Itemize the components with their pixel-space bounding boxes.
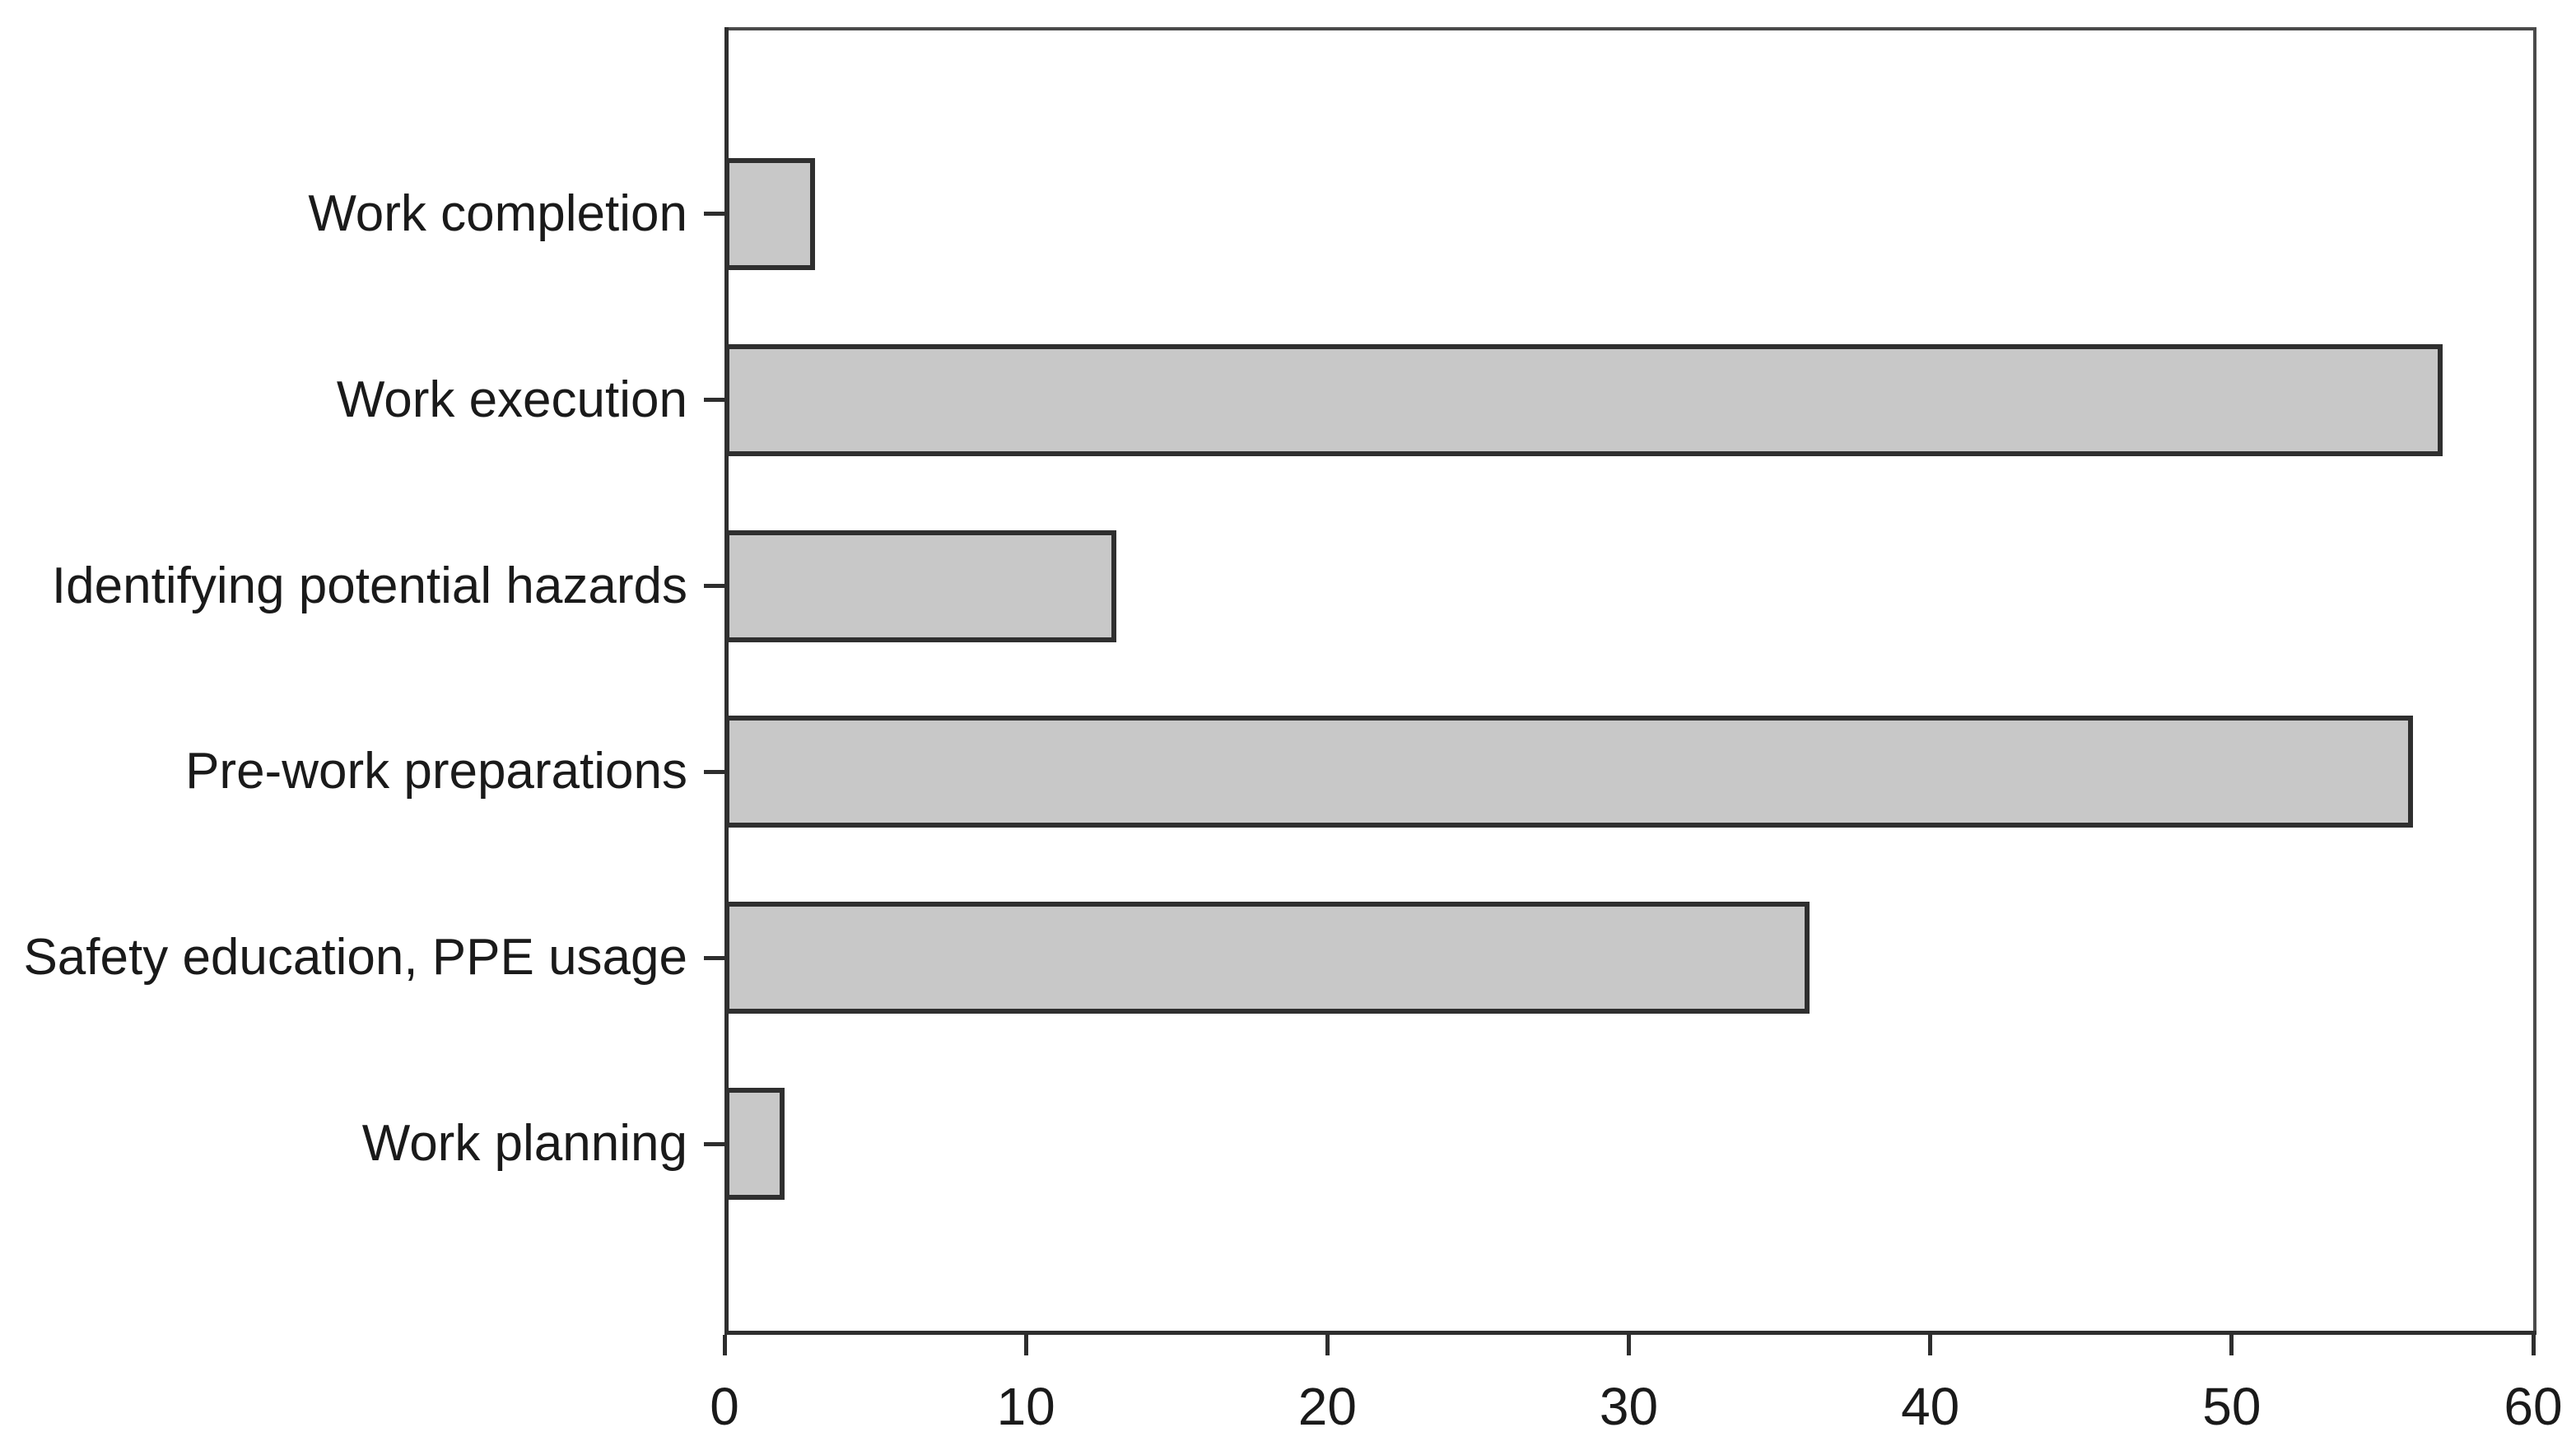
x-tick	[1325, 1335, 1330, 1355]
x-tick-label: 10	[996, 1377, 1055, 1436]
x-tick-label: 60	[2504, 1377, 2563, 1436]
x-tick	[2531, 1335, 2536, 1355]
bar	[724, 343, 2443, 456]
x-tick	[2229, 1335, 2234, 1355]
category-label: Pre-work preparations	[185, 743, 687, 800]
y-tick	[704, 1141, 724, 1146]
y-axis-line	[724, 27, 729, 1335]
category-label: Work planning	[361, 1115, 687, 1173]
bar	[724, 1088, 785, 1201]
x-tick-label: 20	[1297, 1377, 1357, 1436]
category-label: Safety education, PPE usage	[23, 929, 687, 987]
plot-frame-top	[724, 27, 2536, 30]
x-tick	[1627, 1335, 1631, 1355]
category-label: Work completion	[308, 184, 687, 242]
x-tick-label: 30	[1599, 1377, 1659, 1436]
x-tick	[1928, 1335, 1933, 1355]
category-label: Identifying potential hazards	[51, 557, 687, 614]
y-tick	[704, 212, 724, 217]
y-tick	[704, 398, 724, 403]
x-tick-label: 50	[2202, 1377, 2262, 1436]
bar	[724, 157, 815, 270]
x-tick-label: 40	[1901, 1377, 1960, 1436]
y-tick	[704, 955, 724, 960]
x-axis-line	[724, 1331, 2536, 1335]
x-tick-label: 0	[710, 1377, 739, 1436]
plot-frame-right	[2533, 27, 2536, 1331]
category-label: Work execution	[336, 371, 687, 428]
bar	[724, 902, 1810, 1015]
y-tick	[704, 769, 724, 774]
bar	[724, 716, 2413, 828]
bar	[724, 529, 1117, 642]
x-tick	[1023, 1335, 1028, 1355]
y-tick	[704, 584, 724, 589]
x-tick	[722, 1335, 727, 1355]
